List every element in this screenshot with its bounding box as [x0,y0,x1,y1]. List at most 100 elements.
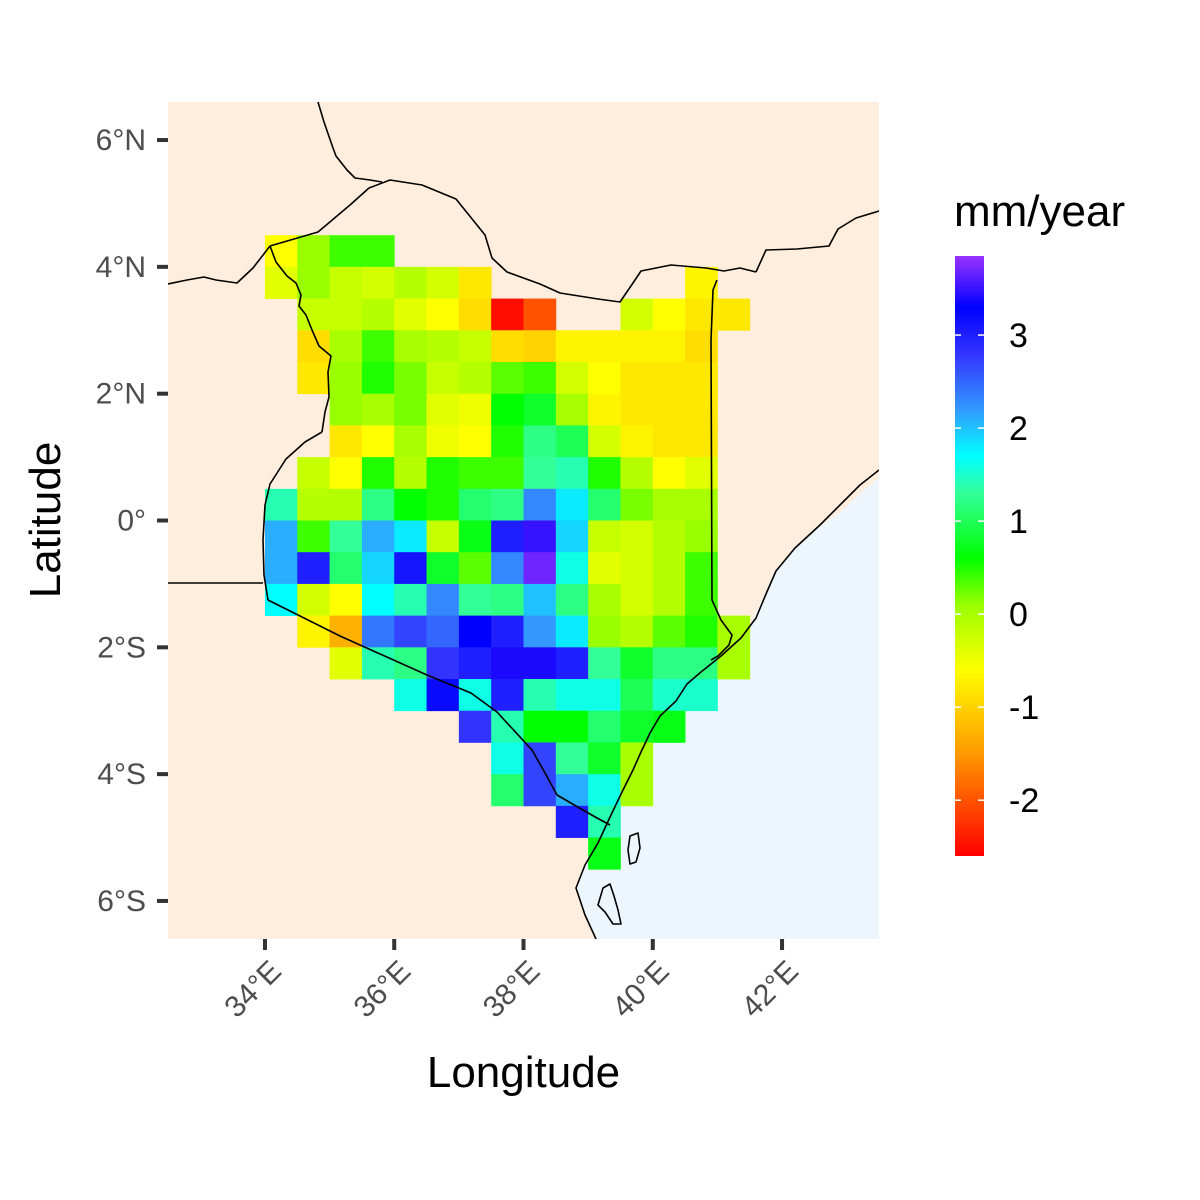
kenya-ethiopia-border [269,245,332,433]
heatmap-cell [329,520,363,553]
heatmap-cell [588,425,621,458]
heatmap-cell [555,615,589,648]
heatmap-cell [458,615,492,648]
heatmap-cell [620,298,654,331]
legend-tick-label: -2 [1009,782,1039,820]
heatmap-cell [458,710,492,743]
heatmap-cell [555,330,589,363]
heatmap-cell [685,488,718,521]
heatmap-cell [555,774,589,807]
heatmap-cell [426,330,460,363]
heatmap-cell [297,520,330,553]
heatmap-cell [458,679,492,712]
heatmap-cell [620,615,654,648]
heatmap-cell [394,583,427,617]
legend-colorbar [955,256,984,856]
legend-tick-label: -1 [1009,689,1039,727]
heatmap-cell [329,583,363,617]
heatmap-cell [297,298,330,331]
heatmap-cell [523,679,557,712]
heatmap-cell [491,488,524,521]
heatmap-cell [555,679,589,712]
heatmap-cell [361,615,395,648]
heatmap-cell [717,615,751,648]
color-legend: mm/year 3 2 1 0 -1 -2 [954,187,1125,856]
heatmap-cell [394,520,427,553]
heatmap-cell [555,647,589,680]
heatmap-cell [685,425,718,458]
heatmap-cell [394,361,427,395]
heatmap-cell [491,710,524,743]
heatmap-cell [652,583,686,617]
heatmap-cell [523,425,557,458]
heatmap-cell [491,330,524,363]
heatmap-cell [588,647,621,680]
heatmap-cell [652,457,686,490]
heatmap-cell [652,361,686,395]
heatmap-cell [620,361,654,395]
uganda-border [262,431,323,601]
heatmap-cell [491,425,524,458]
heatmap-cell [588,552,621,585]
heatmap-cell [458,298,492,331]
indian-ocean [576,478,879,939]
heatmap-cell [329,298,363,331]
heatmap-cell [361,298,395,331]
heatmap-cell [491,583,524,617]
heatmap-cell [652,520,686,553]
heatmap-cell [588,583,621,617]
heatmap-cell [394,457,427,490]
country-borders [168,102,879,939]
heatmap-cell [491,647,524,680]
heatmap-cell [685,679,718,712]
heatmap-cell [620,330,654,363]
heatmap-cell [555,742,589,775]
heatmap-cell [394,298,427,331]
heatmap-cell [588,710,621,743]
heatmap-cell [426,393,460,426]
heatmap-cell [458,647,492,680]
heatmap-cell [361,647,395,680]
heatmap-cell [426,361,460,395]
heatmap-cell [620,774,654,807]
sudan-border [168,245,271,285]
heatmap-cell [491,393,524,426]
heatmap-cell [523,710,557,743]
somalia-border [755,210,879,273]
heatmap-cell [555,425,589,458]
y-tick-label: 2°S [97,631,146,664]
heatmap-cell [329,615,363,648]
kenya-somalia-border [710,279,733,661]
heatmap-cell [685,457,718,490]
heatmap-cell [361,235,395,268]
heatmap-cell [491,615,524,648]
heatmap-cell [458,393,492,426]
heatmap-cell [426,266,460,299]
heatmap-cell [426,520,460,553]
heatmap-cell [329,457,363,490]
heatmap-cell [426,457,460,490]
heatmap-cell [491,457,524,490]
heatmap-cell [458,520,492,553]
heatmap-cell [297,552,330,585]
heatmap-cell [329,647,363,680]
heatmap-cell [491,742,524,775]
x-tick-label: 36°E [348,955,418,1025]
heatmap-cell [523,552,557,585]
heatmap-cell [685,361,718,395]
heatmap-cell [297,361,330,395]
heatmap-cell [652,552,686,585]
y-axis-title: Latitude [21,442,70,599]
heatmap-cell [264,520,298,553]
y-tick-label: 0° [117,505,146,538]
heatmap-cell [523,520,557,553]
heatmap-cell [458,266,492,299]
legend-tick-label: 1 [1009,503,1028,541]
heatmap-cell [685,330,718,363]
heatmap-cell [555,805,589,838]
heatmap-cell [685,615,718,648]
heatmap-cell [394,679,427,712]
heatmap-cell [620,393,654,426]
heatmap-cell [652,298,686,331]
heatmap-cell [394,615,427,648]
